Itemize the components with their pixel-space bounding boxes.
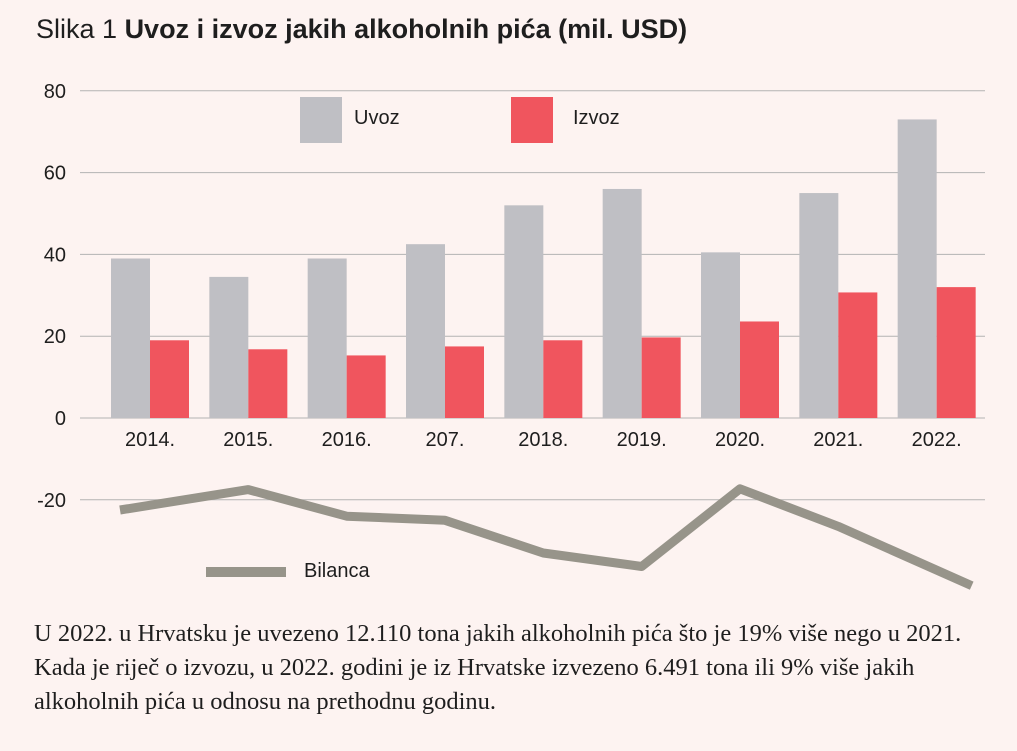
legend-label-bilanca: Bilanca [304, 560, 370, 582]
bar-izvoz [543, 340, 583, 418]
x-tick-label: 2018. [518, 429, 568, 451]
x-tick-label: 2014. [125, 429, 175, 451]
x-tick-label: 207. [426, 429, 465, 451]
legend-swatch-izvoz [511, 97, 553, 143]
bar-uvoz [111, 258, 150, 418]
y-tick-label: 80 [44, 81, 66, 103]
y-tick-label: 40 [44, 244, 66, 266]
bar-uvoz [307, 258, 347, 418]
bar-izvoz [936, 287, 976, 418]
bars [111, 119, 976, 419]
bar-izvoz [445, 346, 484, 418]
legend-swatch-uvoz [300, 97, 342, 143]
bar-izvoz [248, 349, 288, 418]
bar-uvoz [799, 193, 839, 418]
y-tick-label: 20 [44, 326, 66, 348]
y-tick-label: 0 [55, 408, 66, 430]
bar-izvoz [150, 340, 189, 418]
x-tick-label: 2015. [223, 429, 273, 451]
bar-izvoz [838, 292, 878, 418]
y-tick-label: -20 [37, 490, 66, 512]
bar-izvoz [346, 355, 386, 418]
x-tick-label: 2021. [813, 429, 863, 451]
bar-izvoz [740, 321, 779, 418]
chart-title: Slika 1 Uvoz i izvoz jakih alkoholnih pi… [36, 14, 687, 45]
x-axis-ticks: 2014. 2015. 2016. 207. 2018. 2019. 2020. 2021. 2… [125, 429, 962, 451]
chart-title-main: Uvoz i izvoz jakih alkoholnih pića (mil.… [124, 14, 688, 44]
bar-uvoz [897, 119, 937, 419]
x-tick-label: 2020. [715, 429, 765, 451]
bilanca-series-line [119, 484, 974, 590]
x-tick-label: 2016. [322, 429, 372, 451]
bar-uvoz [701, 252, 740, 418]
bar-uvoz [406, 244, 445, 418]
x-tick-label: 2022. [912, 429, 962, 451]
legend-label-uvoz: Uvoz [354, 107, 400, 129]
bilanca-line [119, 484, 974, 590]
x-tick-label: 2019. [617, 429, 667, 451]
legend-label-izvoz: Izvoz [573, 107, 620, 129]
chart-caption: U 2022. u Hrvatsku je uvezeno 12.110 ton… [34, 620, 962, 715]
bar-uvoz [602, 188, 642, 418]
bar-uvoz [504, 205, 544, 418]
bar-izvoz [641, 337, 681, 418]
bar-uvoz [209, 276, 249, 418]
y-axis-ticks: 80 60 40 20 0 -20 [37, 81, 66, 512]
y-tick-label: 60 [44, 163, 66, 185]
figure-label: Slika 1 [36, 14, 118, 44]
legend: Uvoz Izvoz Bilanca [206, 97, 620, 582]
